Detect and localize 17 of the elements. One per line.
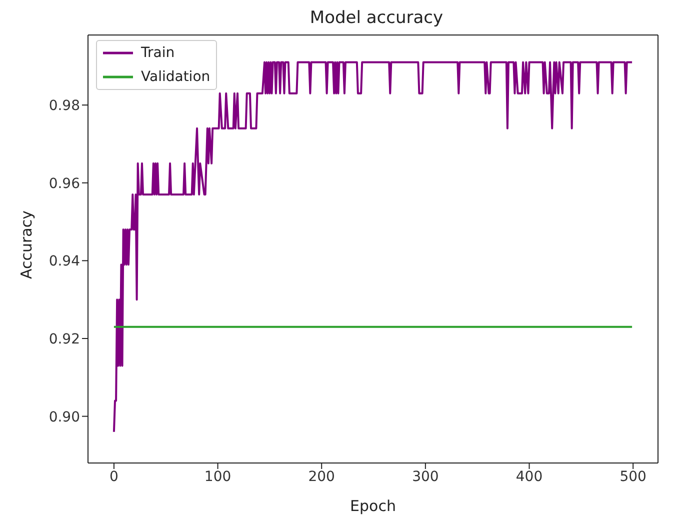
x-tick-label: 300 xyxy=(412,468,439,485)
x-tick-label: 400 xyxy=(516,468,543,485)
legend-label: Train xyxy=(141,44,175,62)
y-axis-title: Accuracy xyxy=(17,210,36,279)
y-tick-label: 0.92 xyxy=(48,331,80,348)
legend-label: Validation xyxy=(141,68,210,86)
y-tick-label: 0.98 xyxy=(48,98,80,114)
x-tick-label: 0 xyxy=(109,468,118,485)
y-tick-label: 0.96 xyxy=(48,176,80,192)
x-axis-title: Epoch xyxy=(350,497,396,515)
chart-title: Model accuracy xyxy=(308,8,444,30)
y-tick-label: 0.90 xyxy=(48,409,80,426)
line-series xyxy=(112,61,634,433)
x-tick-label: 500 xyxy=(620,468,646,485)
x-tick-label: 100 xyxy=(204,468,232,485)
y-tick-label: 0.94 xyxy=(48,254,80,270)
x-tick-label: 200 xyxy=(308,468,335,485)
